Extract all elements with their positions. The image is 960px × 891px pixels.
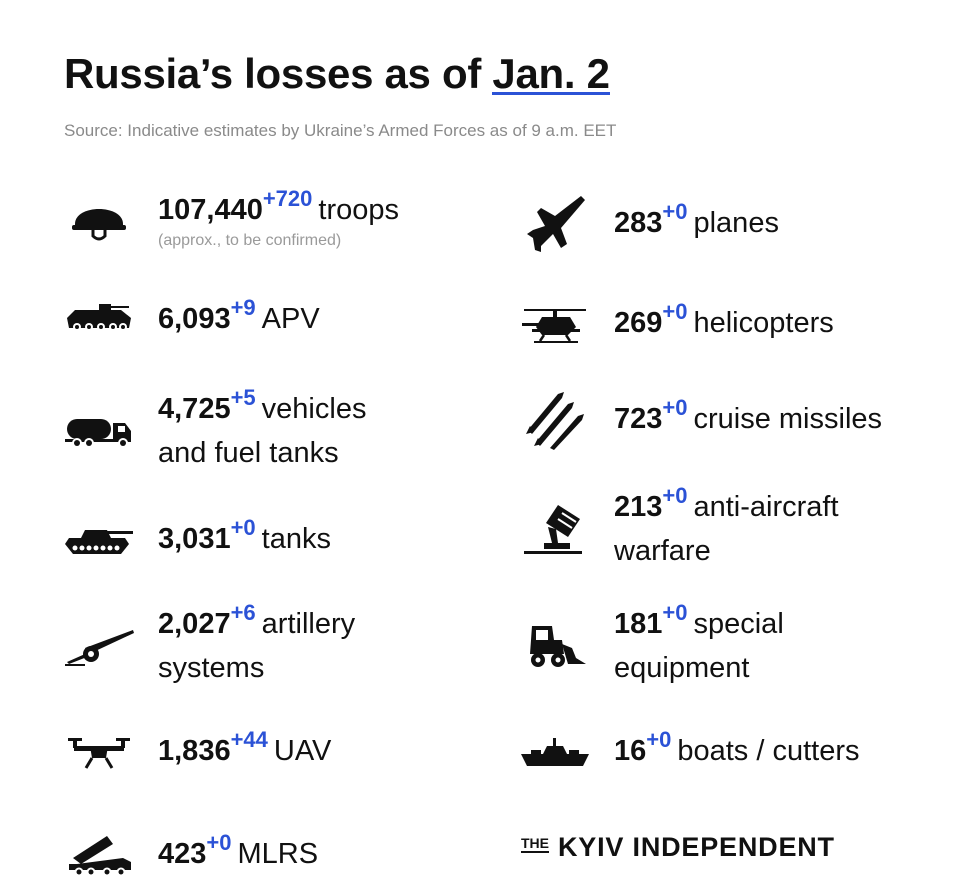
stat-delta: +0 [662,395,688,420]
drone-icon [62,722,136,782]
stat-label: tanks [261,523,331,555]
brand-the: THE [521,835,549,853]
stat-value: 1,836 [158,735,231,767]
brand-logo: THE KYIV INDEPENDENT [521,832,835,863]
stat-value: 6,093 [158,303,231,335]
stat-label: APV [261,303,320,335]
stat-delta: +44 [230,727,268,752]
stat-delta: +0 [230,515,256,540]
stat-label-line2: and fuel tanks [158,437,339,469]
stat-value: 723 [614,403,663,435]
stat-tanks: 3,031+0 tanks [62,510,331,570]
stat-label: special [693,608,784,640]
stat-delta: +0 [662,483,688,508]
artillery-icon [62,616,136,676]
stat-artillery: 2,027+6 artillery systems [62,600,356,689]
helmet-icon [62,190,136,250]
stat-value: 283 [614,207,663,239]
stat-label: UAV [273,735,332,767]
stat-vehicles: 4,725+5 vehicles and fuel tanks [62,385,367,474]
stat-delta: +0 [206,830,232,855]
missiles-icon [518,390,592,450]
stat-cruise-missiles: 723+0 cruise missiles [518,390,882,450]
stat-delta: +9 [230,295,256,320]
ship-icon [518,722,592,782]
stat-label-line2: systems [158,652,265,684]
stat-mlrs: 423+0 MLRS [62,825,318,885]
stat-helicopters: 269+0 helicopters [518,294,834,354]
stat-label: anti-aircraft [693,491,839,523]
title-date: Jan. 2 [492,50,610,97]
stat-label: artillery [261,608,356,640]
stat-value: 4,725 [158,393,231,425]
stat-troops: 107,440+720 troops (approx., to be confir… [62,186,399,250]
plane-icon [518,194,592,254]
stat-planes: 283+0 planes [518,194,779,254]
stat-value: 269 [614,307,663,339]
stat-value: 3,031 [158,523,231,555]
stat-label: vehicles [261,393,367,425]
stat-delta: +5 [230,385,256,410]
stat-delta: +6 [230,600,256,625]
stat-label: planes [693,207,779,239]
stat-label-line2: equipment [614,652,750,684]
stat-delta: +0 [646,727,672,752]
stat-value: 423 [158,838,207,870]
source-note: Source: Indicative estimates by Ukraine’… [64,121,617,140]
stat-label: MLRS [237,838,319,870]
stat-boats: 16+0 boats / cutters [518,722,860,782]
anti-aircraft-icon [518,499,592,559]
stat-delta: +0 [662,299,688,324]
stat-special-equipment: 181+0 special equipment [518,600,784,689]
stat-label: boats / cutters [677,735,860,767]
page-title: Russia’s losses as of Jan. 2 [64,50,610,98]
fuel-truck-icon [62,401,136,461]
apv-icon [62,290,136,350]
stat-delta: +720 [262,186,313,211]
stat-label-line2: warfare [614,535,711,567]
stat-value: 107,440 [158,194,263,226]
mlrs-icon [62,825,136,885]
stat-delta: +0 [662,600,688,625]
brand-name: KYIV INDEPENDENT [558,832,835,862]
title-prefix: Russia’s losses as of [64,50,493,97]
stat-note: (approx., to be confirmed) [158,232,342,249]
stat-value: 16 [614,735,647,767]
stat-value: 2,027 [158,608,231,640]
tank-icon [62,510,136,570]
stat-anti-aircraft: 213+0 anti-aircraft warfare [518,483,839,572]
stat-value: 213 [614,491,663,523]
stat-label: helicopters [693,307,834,339]
stat-uav: 1,836+44 UAV [62,722,331,782]
helicopter-icon [518,294,592,354]
stat-label: troops [318,194,399,226]
stat-apv: 6,093+9 APV [62,290,320,350]
loader-icon [518,616,592,676]
stat-value: 181 [614,608,663,640]
stat-label: cruise missiles [693,403,883,435]
stat-delta: +0 [662,199,688,224]
